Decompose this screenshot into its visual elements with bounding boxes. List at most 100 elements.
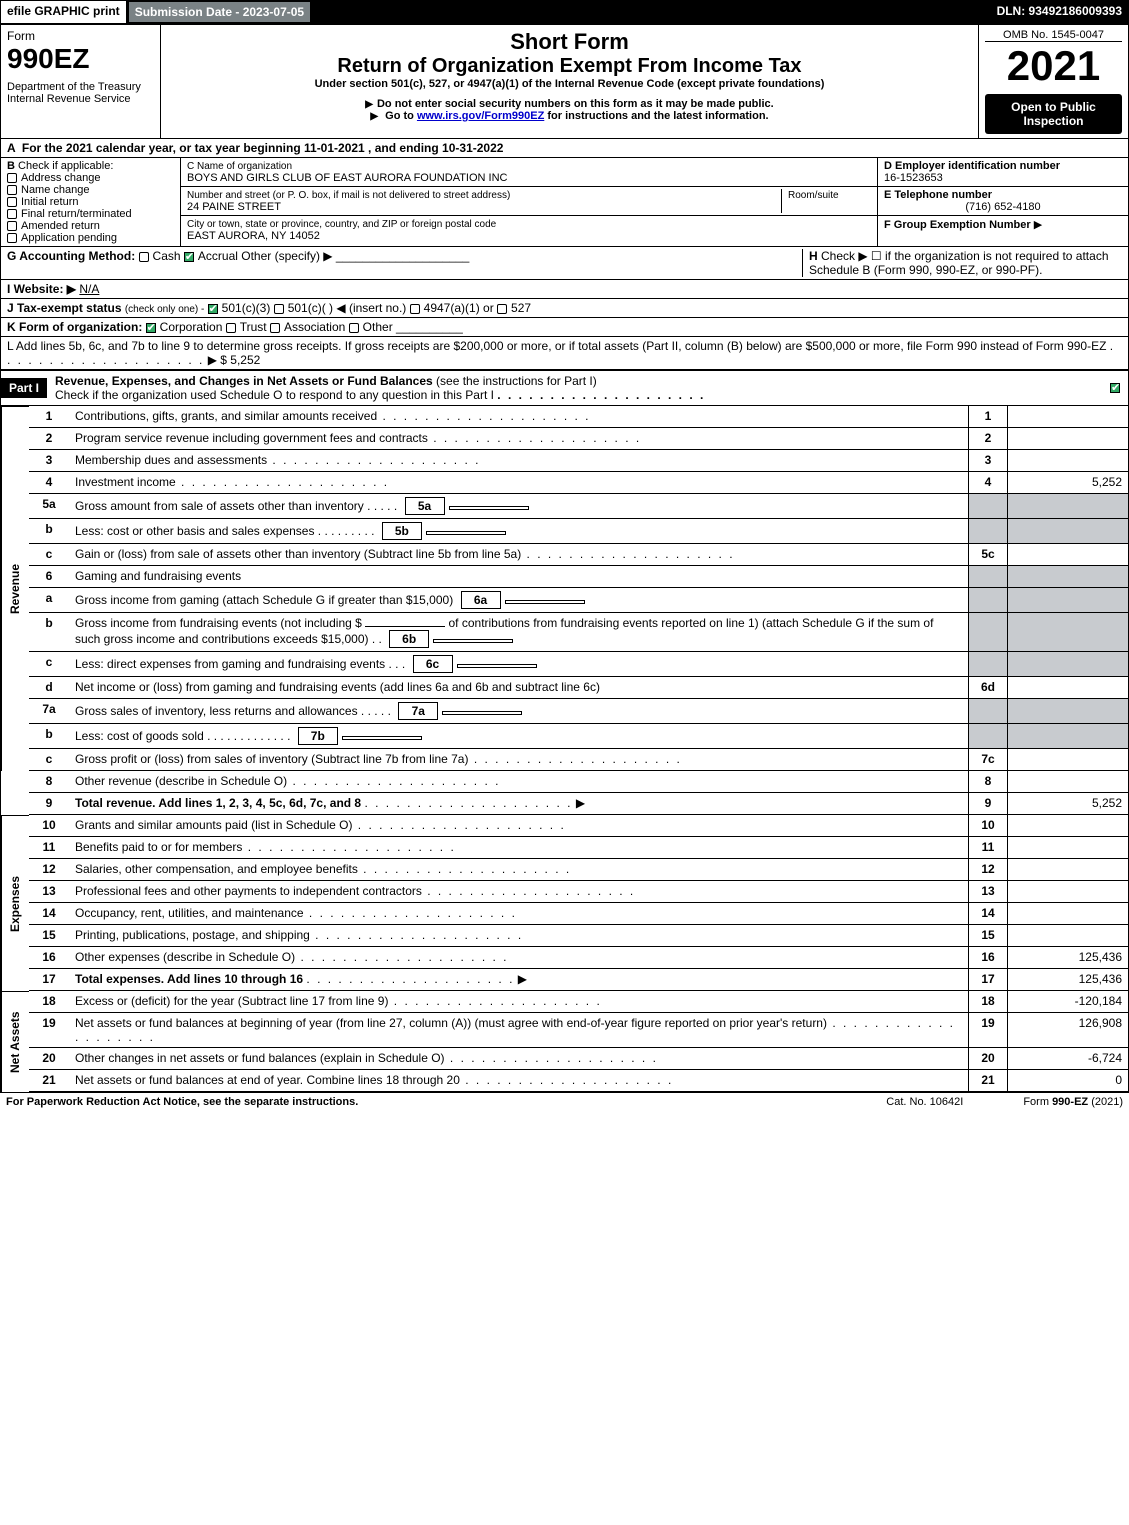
chk-application-pending[interactable] — [7, 233, 17, 243]
footer-cat: Cat. No. 10642I — [886, 1096, 963, 1108]
line-18-amt: -120,184 — [1008, 991, 1128, 1013]
submission-date: Submission Date - 2023-07-05 — [128, 1, 311, 23]
dept-label: Department of the Treasury Internal Reve… — [7, 81, 154, 105]
form-header: Form 990EZ Department of the Treasury In… — [0, 24, 1129, 139]
line-6c-desc: Less: direct expenses from gaming and fu… — [69, 652, 968, 677]
line-15-desc: Printing, publications, postage, and shi… — [69, 925, 968, 947]
return-title: Return of Organization Exempt From Incom… — [167, 55, 972, 78]
line-19-amt: 126,908 — [1008, 1013, 1128, 1048]
chk-amended-return[interactable] — [7, 221, 17, 231]
website: N/A — [79, 282, 99, 296]
line-5c-amt — [1008, 544, 1128, 566]
chk-final-return[interactable] — [7, 209, 17, 219]
line-4-desc: Investment income — [69, 472, 968, 494]
line-10-amt — [1008, 815, 1128, 837]
chk-501c[interactable] — [274, 304, 284, 314]
subtitle: Under section 501(c), 527, or 4947(a)(1)… — [167, 78, 972, 90]
chk-address-change[interactable] — [7, 173, 17, 183]
line-2-desc: Program service revenue including govern… — [69, 428, 968, 450]
line-12-desc: Salaries, other compensation, and employ… — [69, 859, 968, 881]
irs-link[interactable]: www.irs.gov/Form990EZ — [417, 110, 544, 122]
dln: DLN: 93492186009393 — [991, 1, 1128, 23]
line-k: K Form of organization: Corporation Trus… — [0, 318, 1129, 337]
chk-4947[interactable] — [410, 304, 420, 314]
line-12-amt — [1008, 859, 1128, 881]
line-19-desc: Net assets or fund balances at beginning… — [69, 1013, 968, 1048]
org-name: BOYS AND GIRLS CLUB OF EAST AURORA FOUND… — [187, 172, 508, 184]
group-exemption-label: F Group Exemption Number — [884, 219, 1031, 231]
chk-accrual[interactable] — [184, 252, 194, 262]
line-11-desc: Benefits paid to or for members — [69, 837, 968, 859]
line-g-h: G Accounting Method: Cash Accrual Other … — [0, 247, 1129, 280]
revenue-side-label: Revenue — [1, 406, 29, 771]
chk-association[interactable] — [270, 323, 280, 333]
section-bcd: B Check if applicable: Address change Na… — [0, 158, 1129, 247]
line-3-desc: Membership dues and assessments — [69, 450, 968, 472]
section-c: C Name of organization BOYS AND GIRLS CL… — [181, 158, 878, 246]
short-form-title: Short Form — [167, 29, 972, 55]
line-9-amt: 5,252 — [1008, 793, 1128, 815]
line-l: L Add lines 5b, 6c, and 7b to line 9 to … — [0, 337, 1129, 370]
line-16-desc: Other expenses (describe in Schedule O) — [69, 947, 968, 969]
line-10-desc: Grants and similar amounts paid (list in… — [69, 815, 968, 837]
line-14-desc: Occupancy, rent, utilities, and maintena… — [69, 903, 968, 925]
form-word: Form — [7, 29, 154, 43]
line-3-amt — [1008, 450, 1128, 472]
open-inspection: Open to Public Inspection — [985, 94, 1122, 134]
chk-schedule-o[interactable] — [1110, 383, 1120, 393]
section-b: B Check if applicable: Address change Na… — [1, 158, 181, 246]
chk-501c3[interactable] — [208, 304, 218, 314]
line-11-amt — [1008, 837, 1128, 859]
line-1-desc: Contributions, gifts, grants, and simila… — [69, 406, 968, 428]
line-21-amt: 0 — [1008, 1070, 1128, 1092]
part1-bar: Part I — [1, 378, 47, 398]
line-8-amt — [1008, 771, 1128, 793]
line-5a-desc: Gross amount from sale of assets other t… — [69, 494, 968, 519]
line-6a-desc: Gross income from gaming (attach Schedul… — [69, 588, 968, 613]
page-footer: For Paperwork Reduction Act Notice, see … — [0, 1092, 1129, 1111]
expenses-side-label: Expenses — [1, 815, 29, 991]
chk-name-change[interactable] — [7, 185, 17, 195]
line-7c-amt — [1008, 749, 1128, 771]
line-7c-desc: Gross profit or (loss) from sales of inv… — [69, 749, 968, 771]
line-6d-desc: Net income or (loss) from gaming and fun… — [69, 677, 968, 699]
line-6b-desc: Gross income from fundraising events (no… — [69, 613, 968, 652]
chk-corporation[interactable] — [146, 323, 156, 333]
part1-table: Revenue 1Contributions, gifts, grants, a… — [0, 406, 1129, 1092]
line-2-amt — [1008, 428, 1128, 450]
line-6-desc: Gaming and fundraising events — [69, 566, 968, 588]
line-h-text: Check ▶ ☐ if the organization is not req… — [809, 249, 1109, 277]
line-a: A For the 2021 calendar year, or tax yea… — [0, 139, 1129, 158]
chk-cash[interactable] — [139, 252, 149, 262]
ein: 16-1523653 — [884, 172, 943, 184]
tax-year: 2021 — [985, 42, 1122, 90]
line-7b-desc: Less: cost of goods sold . . . . . . . .… — [69, 724, 968, 749]
omb-number: OMB No. 1545-0047 — [985, 29, 1122, 42]
line-5b-desc: Less: cost or other basis and sales expe… — [69, 519, 968, 544]
line-1-amt — [1008, 406, 1128, 428]
line-9-desc: Total revenue. Add lines 1, 2, 3, 4, 5c,… — [69, 793, 968, 815]
gross-receipts: $ 5,252 — [220, 353, 260, 367]
chk-527[interactable] — [497, 304, 507, 314]
line-13-amt — [1008, 881, 1128, 903]
chk-other-org[interactable] — [349, 323, 359, 333]
line-5c-desc: Gain or (loss) from sale of assets other… — [69, 544, 968, 566]
line-17-amt: 125,436 — [1008, 969, 1128, 991]
line-20-amt: -6,724 — [1008, 1048, 1128, 1070]
chk-trust[interactable] — [226, 323, 236, 333]
line-20-desc: Other changes in net assets or fund bala… — [69, 1048, 968, 1070]
org-address: 24 PAINE STREET — [187, 201, 281, 213]
line-13-desc: Professional fees and other payments to … — [69, 881, 968, 903]
top-bar: efile GRAPHIC print Submission Date - 20… — [0, 0, 1129, 24]
netassets-side-label: Net Assets — [1, 991, 29, 1092]
ssn-note: Do not enter social security numbers on … — [167, 98, 972, 110]
form-number: 990EZ — [7, 43, 154, 75]
chk-initial-return[interactable] — [7, 197, 17, 207]
line-17-desc: Total expenses. Add lines 10 through 16 … — [69, 969, 968, 991]
org-city: EAST AURORA, NY 14052 — [187, 230, 320, 242]
line-i: I Website: ▶ N/A — [0, 280, 1129, 299]
line-7a-desc: Gross sales of inventory, less returns a… — [69, 699, 968, 724]
goto-note: Go to www.irs.gov/Form990EZ for instruct… — [167, 110, 972, 122]
phone: (716) 652-4180 — [884, 201, 1122, 213]
line-18-desc: Excess or (deficit) for the year (Subtra… — [69, 991, 968, 1013]
